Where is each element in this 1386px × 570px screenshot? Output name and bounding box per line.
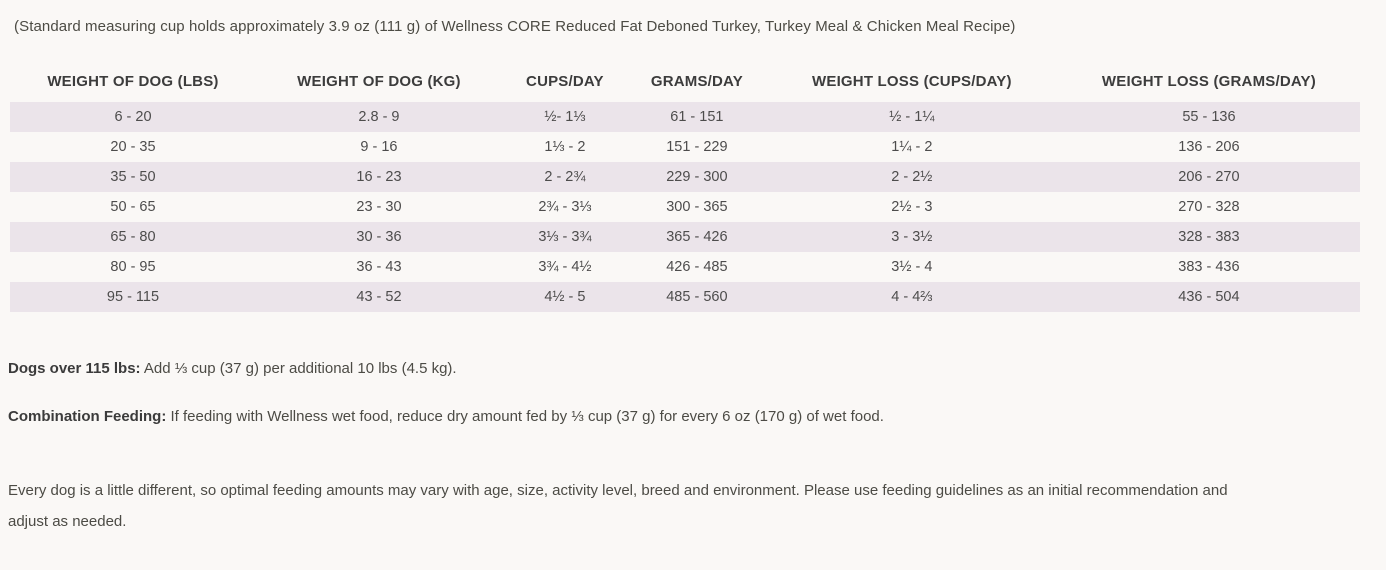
- table-cell: 95 - 115: [106, 289, 160, 305]
- table-cell: 55 - 136: [1182, 109, 1236, 125]
- table-cell: ½ - 1¼: [889, 109, 935, 125]
- column-header-weight-loss-grams: WEIGHT LOSS (GRAMS/DAY): [1101, 73, 1316, 90]
- table-cell: 16 - 23: [356, 169, 402, 185]
- column-header-weight-lbs: WEIGHT OF DOG (LBS): [47, 73, 219, 90]
- table-cell: 3⅓ - 3¾: [538, 229, 592, 245]
- header-row: WEIGHT OF DOG (LBS) WEIGHT OF DOG (KG) C…: [10, 73, 1360, 102]
- feeding-table-header: WEIGHT OF DOG (LBS) WEIGHT OF DOG (KG) C…: [10, 73, 1360, 102]
- table-cell: 151 - 229: [666, 139, 728, 155]
- table-cell: 3¾ - 4½: [538, 259, 592, 275]
- table-cell: 23 - 30: [356, 199, 402, 215]
- table-cell: 136 - 206: [1178, 139, 1240, 155]
- table-cell: 328 - 383: [1178, 229, 1240, 245]
- table-cell: 2.8 - 9: [358, 109, 400, 125]
- note-disclaimer: Every dog is a little different, so opti…: [8, 482, 1228, 530]
- column-header-grams-day: GRAMS/DAY: [650, 73, 743, 90]
- table-cell: 2 - 2¾: [544, 169, 586, 185]
- table-cell: 4 - 4⅔: [891, 289, 933, 305]
- table-cell: 300 - 365: [666, 199, 728, 215]
- note-combination-feeding-text: If feeding with Wellness wet food, reduc…: [166, 408, 884, 425]
- table-row: 35 - 50 16 - 23 2 - 2¾ 229 - 300 2 - 2½ 206 -…: [10, 162, 1360, 192]
- feeding-table-body: 6 - 20 2.8 - 9 ½- 1⅓ 61 - 151 ½ - 1¼ 55 - 136…: [10, 102, 1360, 312]
- table-cell: 2¾ - 3⅓: [538, 199, 592, 215]
- note-dogs-over-115-label: Dogs over 115 lbs:: [8, 360, 141, 377]
- table-cell: 3 - 3½: [891, 229, 933, 245]
- table-cell: 383 - 436: [1178, 259, 1240, 275]
- note-dogs-over-115: Dogs over 115 lbs: Add ⅓ cup (37 g) per …: [8, 360, 1372, 377]
- table-cell: 436 - 504: [1178, 289, 1240, 305]
- table-row: 50 - 65 23 - 30 2¾ - 3⅓ 300 - 365 2½ - 3 270 …: [10, 192, 1360, 222]
- table-cell: 270 - 328: [1178, 199, 1240, 215]
- feeding-notes: Dogs over 115 lbs: Add ⅓ cup (37 g) per …: [8, 360, 1372, 537]
- table-cell: 229 - 300: [666, 169, 728, 185]
- table-cell: 80 - 95: [110, 259, 156, 275]
- table-cell: 61 - 151: [670, 109, 724, 125]
- column-header-weight-kg: WEIGHT OF DOG (KG): [297, 73, 461, 90]
- table-cell: 6 - 20: [114, 109, 152, 125]
- table-cell: 3½ - 4: [891, 259, 933, 275]
- table-row: 95 - 115 43 - 52 4½ - 5 485 - 560 4 - 4⅔ 436 …: [10, 282, 1360, 312]
- table-cell: 35 - 50: [110, 169, 156, 185]
- column-header-cups-day: CUPS/DAY: [526, 73, 604, 90]
- table-cell: 1¼ - 2: [891, 139, 933, 155]
- feeding-guide-table: WEIGHT OF DOG (LBS) WEIGHT OF DOG (KG) C…: [10, 73, 1360, 312]
- table-cell: ½- 1⅓: [544, 109, 586, 125]
- table-cell: 485 - 560: [666, 289, 728, 305]
- table-cell: 2 - 2½: [891, 169, 933, 185]
- table-cell: 1⅓ - 2: [544, 139, 586, 155]
- table-cell: 365 - 426: [666, 229, 728, 245]
- table-cell: 4½ - 5: [544, 289, 586, 305]
- table-row: 80 - 95 36 - 43 3¾ - 4½ 426 - 485 3½ - 4 383 …: [10, 252, 1360, 282]
- table-cell: 9 - 16: [360, 139, 398, 155]
- table-cell: 50 - 65: [110, 199, 156, 215]
- note-dogs-over-115-text: Add ⅓ cup (37 g) per additional 10 lbs (…: [140, 360, 457, 377]
- note-combination-feeding: Combination Feeding: If feeding with Wel…: [8, 408, 1372, 425]
- table-cell: 206 - 270: [1178, 169, 1240, 185]
- table-cell: 36 - 43: [356, 259, 402, 275]
- measuring-cup-note: (Standard measuring cup holds approximat…: [14, 18, 1016, 35]
- table-cell: 30 - 36: [356, 229, 402, 245]
- table-cell: 2½ - 3: [891, 199, 933, 215]
- table-cell: 426 - 485: [666, 259, 728, 275]
- table-row: 20 - 35 9 - 16 1⅓ - 2 151 - 229 1¼ - 2 136 - …: [10, 132, 1360, 162]
- note-combination-feeding-label: Combination Feeding:: [8, 408, 167, 425]
- table-cell: 43 - 52: [356, 289, 402, 305]
- table-row: 65 - 80 30 - 36 3⅓ - 3¾ 365 - 426 3 - 3½ 328 …: [10, 222, 1360, 252]
- table-row: 6 - 20 2.8 - 9 ½- 1⅓ 61 - 151 ½ - 1¼ 55 - 136: [10, 102, 1360, 132]
- table-cell: 20 - 35: [110, 139, 156, 155]
- column-header-weight-loss-cups: WEIGHT LOSS (CUPS/DAY): [812, 73, 1012, 90]
- table-cell: 65 - 80: [110, 229, 156, 245]
